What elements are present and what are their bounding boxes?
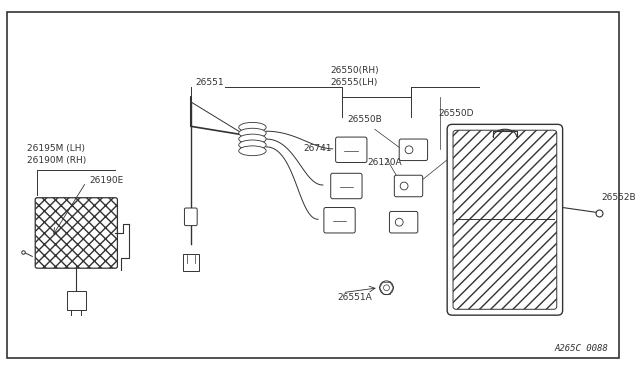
- Ellipse shape: [239, 122, 266, 132]
- Text: 26551A: 26551A: [337, 293, 372, 302]
- Circle shape: [380, 281, 394, 295]
- Text: A265C 0088: A265C 0088: [555, 344, 609, 353]
- Text: 26521(RH): 26521(RH): [460, 144, 508, 153]
- FancyBboxPatch shape: [324, 208, 355, 233]
- Circle shape: [405, 146, 413, 154]
- Text: 26190E: 26190E: [89, 176, 124, 185]
- FancyBboxPatch shape: [331, 173, 362, 199]
- Text: 26552B: 26552B: [602, 193, 636, 202]
- FancyBboxPatch shape: [389, 211, 418, 233]
- Text: 26550B: 26550B: [348, 115, 382, 124]
- Bar: [67, 291, 86, 310]
- Text: 26551: 26551: [196, 78, 225, 87]
- Ellipse shape: [239, 146, 266, 155]
- Circle shape: [383, 285, 389, 291]
- Text: 26550(RH): 26550(RH): [331, 66, 380, 75]
- FancyBboxPatch shape: [184, 208, 197, 226]
- FancyBboxPatch shape: [399, 139, 428, 161]
- Text: 26555(LH): 26555(LH): [331, 78, 378, 87]
- Circle shape: [396, 218, 403, 226]
- FancyBboxPatch shape: [394, 175, 422, 197]
- FancyBboxPatch shape: [447, 124, 563, 315]
- Ellipse shape: [239, 134, 266, 144]
- Text: 26190M (RH): 26190M (RH): [28, 156, 86, 165]
- Text: 26120A: 26120A: [367, 158, 401, 167]
- Ellipse shape: [239, 140, 266, 150]
- Bar: [183, 253, 198, 271]
- Text: 26550D: 26550D: [438, 109, 474, 118]
- Text: 26195M (LH): 26195M (LH): [28, 144, 85, 153]
- FancyBboxPatch shape: [453, 130, 557, 309]
- Ellipse shape: [239, 128, 266, 138]
- Circle shape: [400, 182, 408, 190]
- FancyBboxPatch shape: [335, 137, 367, 163]
- Text: 26741: 26741: [303, 144, 332, 153]
- Text: 26526(LH): 26526(LH): [460, 156, 507, 165]
- FancyBboxPatch shape: [35, 198, 117, 268]
